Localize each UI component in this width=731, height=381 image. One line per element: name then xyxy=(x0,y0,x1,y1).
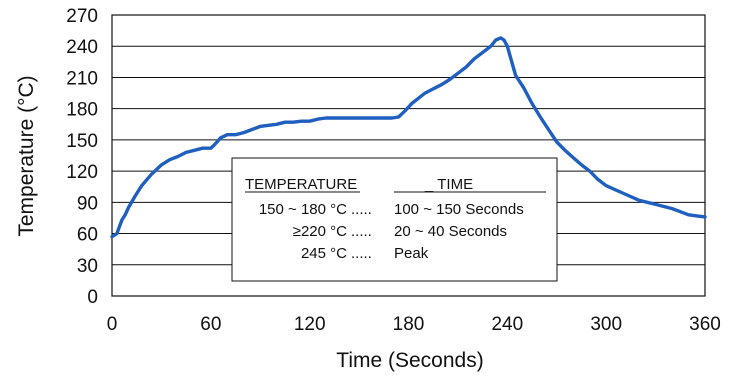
annotation-row-dots: ..... xyxy=(351,223,372,240)
tick-labels: 0 30 60 90 120 150 180 210 240 270 0 60 120 180 240 300… xyxy=(66,6,721,335)
annotation-row-time: 100 ~ 150 Seconds xyxy=(394,201,524,218)
annotation-header-time: _ TIME xyxy=(424,176,473,193)
annotation-row-temp: 150 ~ 180 °C xyxy=(259,201,347,218)
y-tick-label: 30 xyxy=(77,256,98,277)
annotation-row-time: Peak xyxy=(394,245,429,262)
y-tick-label: 270 xyxy=(66,6,98,27)
x-tick-label: 120 xyxy=(294,314,326,335)
annotation-row-dots: ..... xyxy=(351,245,372,262)
x-tick-label: 360 xyxy=(689,314,721,335)
x-tick-label: 240 xyxy=(491,314,523,335)
temperature-series-line xyxy=(110,36,707,239)
annotation-box-frame xyxy=(231,157,558,282)
y-tick-label: 210 xyxy=(66,68,98,89)
plot-frame xyxy=(111,14,706,297)
annotation-row-temp: 245 °C xyxy=(301,245,347,262)
x-tick-label: 300 xyxy=(590,314,622,335)
y-tick-label: 180 xyxy=(66,100,98,121)
y-axis-title: Temperature (°C) xyxy=(15,75,38,236)
y-tick-label: 240 xyxy=(66,37,98,58)
annotation-header-temperature: TEMPERATURE xyxy=(245,176,357,193)
annotation-row-temp: ≥220 °C xyxy=(293,223,347,240)
y-tick-label: 90 xyxy=(77,193,98,214)
y-tick-label: 60 xyxy=(77,225,98,246)
annotation-box: TEMPERATURE _ TIME 150 ~ 180 °C ..... 10… xyxy=(231,157,558,282)
x-tick-label: 0 xyxy=(107,314,118,335)
x-tick-label: 180 xyxy=(393,314,425,335)
annotation-row-time: 20 ~ 40 Seconds xyxy=(394,223,507,240)
y-tick-label: 120 xyxy=(66,162,98,183)
y-tick-label: 0 xyxy=(87,287,98,308)
x-axis-title: Time (Seconds) xyxy=(336,349,483,372)
y-tick-label: 150 xyxy=(66,131,98,152)
annotation-row-dots: ..... xyxy=(351,201,372,218)
x-tick-label: 60 xyxy=(200,314,221,335)
